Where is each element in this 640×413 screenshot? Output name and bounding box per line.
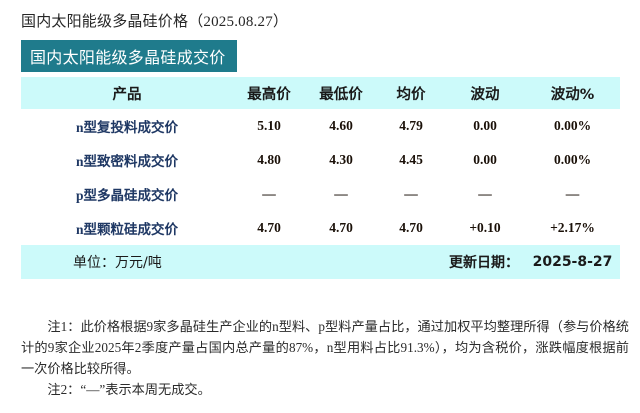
cell-low: 4.60 [329,118,353,133]
table-footer-row: 单位：万元/吨 更新日期： 2025-8-27 [21,245,620,279]
table-row: n型颗粒硅成交价 4.70 4.70 4.70 +0.10 +2.17% [21,211,620,245]
cell-change-pct: 0.00% [553,118,592,133]
update-date-label: 更新日期： [449,255,519,271]
column-header-change-pct: 波动% [550,86,595,103]
table-header-row: 产品 最高价 最低价 均价 波动 波动% [21,77,620,109]
cell-change: 0.00 [473,118,497,133]
page-title: 国内太阳能级多晶硅价格（2025.08.27） [21,14,289,30]
cell-low: — [334,186,348,201]
column-header-product: 产品 [112,86,142,103]
cell-high: — [262,186,276,201]
unit-label: 单位：万元/吨 [73,255,162,271]
cell-avg: — [404,186,418,201]
cell-product: n型颗粒硅成交价 [75,222,178,237]
column-header-avg: 均价 [396,86,426,103]
cell-change: — [478,186,492,201]
note-1: 注1：此价格根据9家多晶硅生产企业的n型料、p型料产量占比，通过加权平均整理所得… [21,319,629,376]
cell-high: 4.70 [257,220,281,235]
cell-product: n型复投料成交价 [75,120,178,135]
cell-avg: 4.45 [399,152,423,167]
section-banner: 国内太阳能级多晶硅成交价 [21,40,237,72]
price-table: 产品 最高价 最低价 均价 波动 波动% n型复投料成交价 5.10 4.60 … [21,77,620,279]
notes-section: 注1：此价格根据9家多晶硅生产企业的n型料、p型料产量占比，通过加权平均整理所得… [21,316,629,400]
cell-change-pct: — [565,186,580,201]
section-banner-label: 国内太阳能级多晶硅成交价 [30,48,226,67]
table-row: n型复投料成交价 5.10 4.60 4.79 0.00 0.00% [21,109,620,143]
column-header-change: 波动 [470,86,500,103]
column-header-high: 最高价 [247,86,291,103]
cell-product: p型多晶硅成交价 [75,188,178,203]
table-row: n型致密料成交价 4.80 4.30 4.45 0.00 0.00% [21,143,620,177]
cell-change: +0.10 [469,220,501,235]
cell-low: 4.30 [329,152,353,167]
table-row: p型多晶硅成交价 — — — — — [21,177,620,211]
cell-avg: 4.70 [399,220,423,235]
cell-high: 5.10 [257,118,281,133]
cell-change-pct: +2.17% [550,220,595,235]
cell-product: n型致密料成交价 [75,154,178,169]
update-date-value: 2025-8-27 [532,254,613,270]
note-2: 注2：“—”表示本周无成交。 [47,382,211,397]
cell-high: 4.80 [257,152,281,167]
cell-change: 0.00 [473,152,497,167]
column-header-low: 最低价 [319,86,363,103]
cell-change-pct: 0.00% [553,152,592,167]
cell-low: 4.70 [329,220,353,235]
cell-avg: 4.79 [399,118,423,133]
